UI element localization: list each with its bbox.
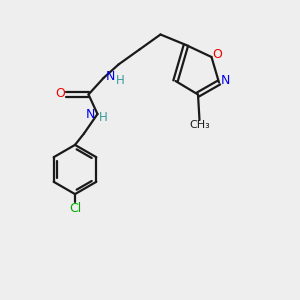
Text: N: N: [221, 74, 230, 88]
Text: O: O: [55, 87, 65, 100]
Text: O: O: [212, 48, 222, 61]
Text: Cl: Cl: [69, 202, 81, 215]
Text: N: N: [105, 70, 115, 83]
Text: CH₃: CH₃: [189, 120, 210, 130]
Text: H: H: [99, 111, 108, 124]
Text: N: N: [86, 108, 96, 122]
Text: H: H: [116, 74, 124, 87]
